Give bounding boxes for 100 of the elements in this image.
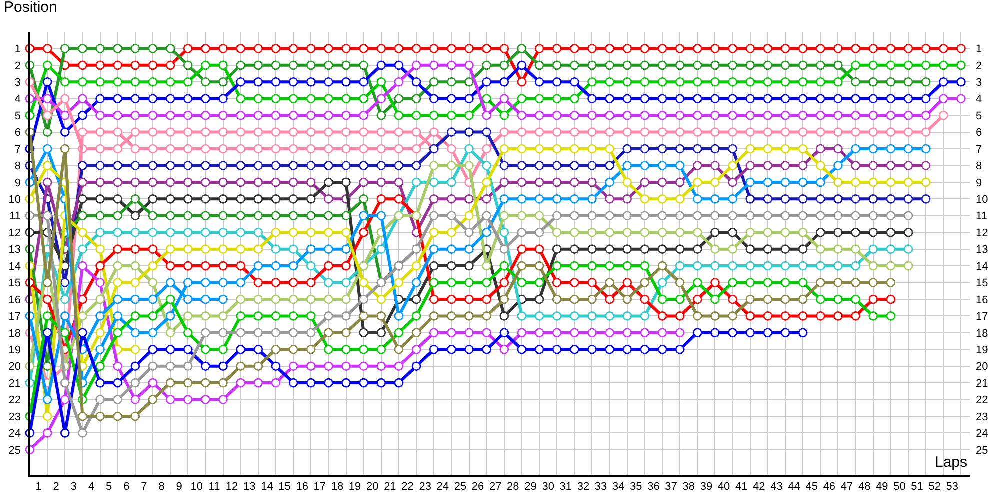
point <box>130 128 140 137</box>
point <box>517 161 527 170</box>
point <box>517 60 527 70</box>
point <box>429 44 439 54</box>
point <box>534 328 544 338</box>
x-tick-label: 8 <box>158 480 165 493</box>
point <box>746 178 756 188</box>
point <box>482 94 492 104</box>
point <box>113 378 122 388</box>
point <box>113 412 122 422</box>
point <box>482 161 492 170</box>
point <box>166 328 176 338</box>
point <box>60 128 70 137</box>
point <box>166 60 176 70</box>
point <box>517 110 527 120</box>
point <box>183 294 193 304</box>
point <box>552 228 562 238</box>
point <box>780 261 790 271</box>
x-tick-label: 23 <box>419 480 432 493</box>
point <box>780 94 790 104</box>
point <box>306 144 316 154</box>
point <box>183 211 193 221</box>
point <box>148 94 158 104</box>
point <box>306 362 316 371</box>
point <box>218 144 228 154</box>
y2-tick-label: 10 <box>976 194 988 206</box>
point <box>605 128 614 137</box>
point <box>78 94 88 104</box>
point <box>306 312 316 321</box>
y2-tick-label: 24 <box>976 428 988 440</box>
y-tick-label: 17 <box>8 311 22 324</box>
point <box>640 78 650 87</box>
point <box>429 228 439 238</box>
point <box>201 378 210 388</box>
point <box>464 78 474 87</box>
point <box>640 94 650 104</box>
point <box>834 194 843 204</box>
point <box>956 78 966 87</box>
point <box>552 161 562 170</box>
point <box>517 144 527 154</box>
point <box>798 128 808 137</box>
point <box>429 278 439 288</box>
point <box>517 44 527 54</box>
point <box>868 144 878 154</box>
x-tick-label: 18 <box>331 480 344 493</box>
point <box>552 78 562 87</box>
point <box>534 261 544 271</box>
point <box>236 278 246 288</box>
point <box>306 110 316 120</box>
point <box>218 110 228 120</box>
point <box>552 110 562 120</box>
point <box>500 328 510 338</box>
point <box>218 378 228 388</box>
y2-tick-label: 6 <box>976 127 982 140</box>
x-tick-label: 17 <box>314 480 326 493</box>
x-tick-label: 19 <box>348 480 362 493</box>
point <box>429 194 439 204</box>
point <box>552 312 562 321</box>
point <box>500 60 510 70</box>
point <box>956 44 966 54</box>
point <box>254 328 264 338</box>
x-tick-label: 6 <box>124 480 130 493</box>
x-tick-label: 14 <box>261 480 274 493</box>
point <box>693 144 702 154</box>
point <box>517 344 527 354</box>
point <box>236 194 246 204</box>
point <box>412 294 422 304</box>
point <box>675 94 685 104</box>
point <box>482 328 492 338</box>
point <box>746 194 756 204</box>
point <box>500 194 510 204</box>
point <box>130 261 140 271</box>
point <box>693 161 702 170</box>
point <box>236 110 246 120</box>
y2-tick-label: 23 <box>976 411 988 424</box>
point <box>868 194 878 204</box>
x-tick-label: 15 <box>278 480 291 493</box>
point <box>113 144 122 154</box>
point <box>447 78 456 87</box>
point <box>763 161 773 170</box>
point <box>921 60 931 70</box>
point <box>552 278 562 288</box>
point <box>851 194 860 204</box>
point <box>447 44 456 54</box>
point <box>868 178 878 188</box>
y-tick-label: 14 <box>8 260 22 273</box>
point <box>271 128 281 137</box>
point <box>464 161 474 170</box>
point <box>236 228 246 238</box>
point <box>359 344 368 354</box>
point <box>148 228 158 238</box>
y2-tick-label: 19 <box>976 344 988 356</box>
x-tick-label: 34 <box>612 480 625 493</box>
point <box>693 94 702 104</box>
point <box>816 128 826 137</box>
point <box>534 144 544 154</box>
point <box>728 228 738 238</box>
point <box>710 161 720 170</box>
point <box>605 328 614 338</box>
x-tick-label: 48 <box>858 480 871 493</box>
